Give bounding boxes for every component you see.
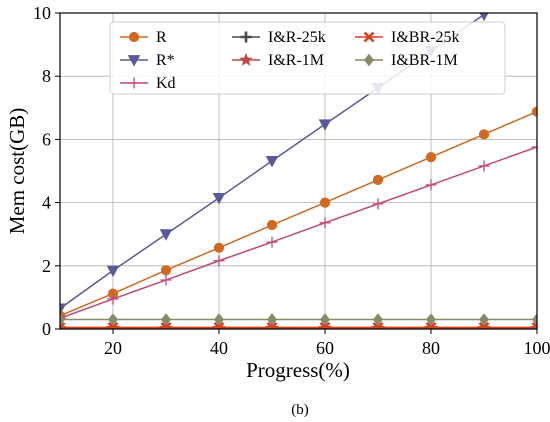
data-point-i-br-1m — [478, 313, 490, 326]
legend-item-r: R* — [120, 52, 175, 69]
data-point-i-br-1m — [60, 313, 66, 326]
y-axis-label: Mem cost(GB) — [5, 108, 29, 235]
data-point-kd — [266, 236, 278, 248]
legend-marker-r — [127, 55, 141, 67]
plot-frame — [59, 12, 538, 330]
y-tick-label: 8 — [42, 66, 51, 86]
x-tick-label: 20 — [104, 338, 122, 358]
x-tick-label: 40 — [210, 338, 228, 358]
legend-label-kd: Kd — [156, 75, 176, 92]
legend-marker-i-br-25k — [363, 31, 375, 43]
data-point-kd — [478, 160, 490, 172]
data-point-r — [478, 129, 490, 140]
legend-marker-i-br-1m — [363, 53, 375, 67]
series-line-kd — [60, 146, 537, 319]
legend-label-i-br-25k: I&BR-25k — [391, 29, 459, 46]
data-point-i-br-1m — [160, 313, 172, 326]
data-point-r — [318, 119, 332, 131]
data-point-i-br-25k — [60, 322, 66, 329]
data-point-i-br-1m — [425, 313, 437, 326]
data-point-i-br-25k — [319, 322, 331, 329]
x-tick-label: 80 — [422, 338, 440, 358]
series-kd — [60, 141, 537, 324]
data-point-r — [212, 192, 226, 205]
data-point-r — [425, 151, 437, 163]
legend-box — [109, 21, 506, 95]
y-tick-label: 10 — [33, 3, 51, 23]
legend-item-i-r-25k: I&R-25k — [232, 29, 326, 46]
series-r — [60, 106, 537, 321]
legend-label-r: R* — [156, 52, 175, 69]
data-point-r — [531, 106, 537, 117]
y-tick-label: 6 — [42, 129, 51, 149]
data-point-i-br-1m — [266, 313, 278, 326]
ticks: 20 40 60 80 100 0 2 4 6 8 10 — [33, 3, 550, 358]
data-point-i-br-25k — [372, 322, 384, 329]
series-i-br-25k — [60, 322, 537, 329]
legend-marker-i-r-1m — [239, 52, 253, 66]
data-point-i-br-1m — [107, 313, 119, 326]
legend-label-r: R — [156, 29, 167, 46]
legend-item-kd: Kd — [120, 75, 176, 92]
y-tick-label: 2 — [42, 256, 51, 276]
data-point-r — [479, 13, 489, 22]
data-point-kd — [531, 141, 537, 153]
legend-item-i-r-1m: I&R-1M — [232, 52, 324, 69]
data-point-i-br-25k — [425, 322, 437, 329]
data-point-i-br-25k — [478, 322, 490, 329]
data-point-r — [159, 229, 173, 241]
figure-caption: (b) — [291, 402, 309, 418]
data-point-r — [160, 265, 172, 276]
data-point-r — [60, 303, 67, 315]
data-point-r — [266, 219, 278, 231]
data-point-kd — [160, 274, 172, 286]
data-point-kd — [107, 293, 119, 305]
data-point-i-br-1m — [531, 313, 537, 326]
legend-marker-i-r-25k — [240, 31, 252, 43]
data-point-i-br-25k — [531, 322, 537, 329]
legend-marker-kd — [128, 77, 140, 89]
data-point-r — [265, 155, 279, 168]
y-tick-label: 0 — [42, 319, 51, 339]
data-point-i-br-25k — [107, 322, 119, 329]
legend-item-i-br-1m: I&BR-1M — [355, 52, 458, 69]
legend-item-r: R — [120, 29, 167, 46]
data-point-r — [106, 265, 120, 278]
legend-label-i-r-25k: I&R-25k — [268, 29, 326, 46]
x-tick-label: 100 — [524, 338, 550, 358]
data-point-kd — [372, 198, 384, 210]
x-axis-label: Progress(%) — [246, 358, 350, 382]
data-point-i-br-1m — [319, 313, 331, 326]
data-point-kd — [425, 179, 437, 191]
series-i-br-1m — [60, 313, 537, 326]
legend-label-i-r-1m: I&R-1M — [268, 52, 324, 69]
legend-item-i-br-25k: I&BR-25k — [355, 29, 459, 46]
legend: R R* Kd I&R-25k I&R-1M I&BR-25k I&BR-1M — [109, 21, 506, 95]
data-point-kd — [213, 255, 225, 267]
data-point-i-br-25k — [213, 322, 225, 329]
x-tick-label: 60 — [316, 338, 334, 358]
data-point-kd — [319, 217, 331, 229]
y-tick-label: 4 — [42, 193, 51, 213]
data-point-i-br-1m — [372, 313, 384, 326]
data-point-r — [213, 242, 225, 253]
data-point-r — [319, 197, 331, 208]
data-point-i-br-1m — [213, 313, 225, 326]
data-point-i-br-25k — [160, 322, 172, 329]
legend-label-i-br-1m: I&BR-1M — [391, 52, 458, 69]
series-line-r — [60, 110, 537, 317]
data-point-r — [372, 174, 384, 185]
data-point-i-br-25k — [266, 322, 278, 329]
legend-marker-r — [128, 31, 140, 43]
